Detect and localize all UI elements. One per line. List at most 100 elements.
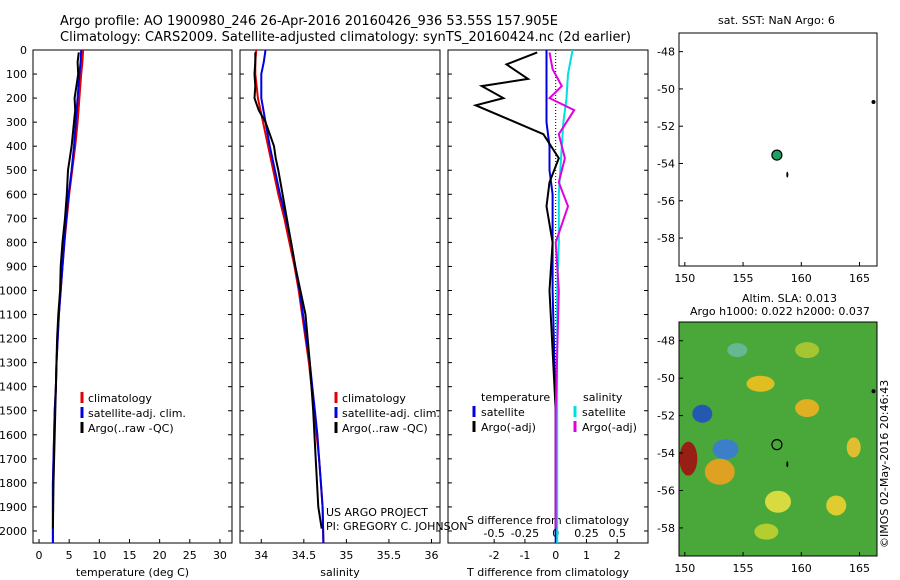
temp-x-tick-label: 0: [36, 549, 43, 562]
sst-map-x-tick-label: 165: [849, 272, 870, 285]
sla-map-x-tick-label: 165: [849, 562, 870, 575]
sla-map-x-tick-label: 160: [791, 562, 812, 575]
sst-map-title: sat. SST: NaN Argo: 6: [718, 14, 835, 27]
sla-map-title-2: Argo h1000: 0.022 h2000: 0.037: [690, 305, 870, 318]
diff-series-line: [547, 52, 576, 529]
temp-x-tick-label: 25: [183, 549, 197, 562]
sst-map-y-tick-label: -58: [657, 232, 675, 245]
sal-x-tick-label: 35: [339, 549, 353, 562]
diff-x-tick-label: -2: [489, 549, 500, 562]
diff-series-line: [472, 51, 560, 529]
depth-tick-label: 0: [20, 44, 27, 57]
sla-map-y-tick-label: -56: [657, 484, 675, 497]
depth-tick-label: 800: [6, 236, 27, 249]
sst-map-island: [786, 171, 789, 178]
sla-anomaly-patch: [795, 399, 820, 418]
sla-anomaly-patch: [826, 495, 847, 516]
sst-map-island: [871, 99, 876, 104]
diff-x-axis-label: T difference from climatology: [466, 566, 629, 579]
diff-x-tick-label: -1: [519, 549, 530, 562]
sst-map-y-tick-label: -48: [657, 46, 675, 59]
sal-legend-label: satellite-adj. clim.: [342, 407, 440, 420]
diff-s-tick-label: 0.5: [608, 527, 626, 540]
depth-tick-label: 900: [6, 260, 27, 273]
sla-map-x-tick-label: 150: [674, 562, 695, 575]
credit-line-1: US ARGO PROJECT: [326, 506, 428, 519]
sla-map-y-tick-label: -54: [657, 447, 675, 460]
sst-map-x-tick-label: 160: [791, 272, 812, 285]
diff-legend-t-title: temperature: [481, 391, 550, 404]
sla-anomaly-patch: [846, 437, 861, 458]
diff-axes-frame: [447, 49, 649, 544]
sla-map-y-tick-label: -50: [657, 372, 675, 385]
sla-anomaly-patch: [754, 523, 779, 540]
sla-anomaly-patch: [712, 439, 739, 460]
temp-legend-label: climatology: [88, 392, 152, 405]
temp-x-tick-label: 5: [66, 549, 73, 562]
sal-legend-label: Argo(..raw -QC): [342, 422, 428, 435]
temp-axes-frame: [32, 49, 233, 544]
sla-anomaly-patch: [746, 375, 775, 392]
sla-map-y-tick-label: -58: [657, 522, 675, 535]
temp-x-axis-label: temperature (deg C): [76, 566, 189, 579]
diff-s-tick-label: -0.5: [483, 527, 504, 540]
depth-tick-label: 2000: [0, 525, 27, 538]
depth-tick-label: 300: [6, 116, 27, 129]
depth-tick-label: 700: [6, 212, 27, 225]
sst-map-x-tick-label: 155: [733, 272, 754, 285]
sal-axes-frame: [239, 49, 441, 544]
depth-tick-label: 1100: [0, 309, 27, 322]
depth-tick-label: 1600: [0, 429, 27, 442]
sla-anomaly-patch: [765, 490, 791, 513]
diff-legend-s-title: salinity: [583, 391, 623, 404]
sla-map-island: [786, 461, 789, 468]
sla-anomaly-patch: [727, 343, 748, 358]
sla-anomaly-patch: [704, 458, 735, 485]
temp-x-tick-label: 20: [153, 549, 167, 562]
depth-tick-label: 1300: [0, 357, 27, 370]
sla-map-x-tick-label: 155: [733, 562, 754, 575]
sla-background: [679, 322, 877, 556]
temp-x-tick-label: 30: [213, 549, 227, 562]
diff-legend-label: Argo(-adj): [582, 421, 637, 434]
diff-legend-label: Argo(-adj): [481, 421, 536, 434]
temp-legend-label: satellite-adj. clim.: [88, 407, 186, 420]
sal-x-axis-label: salinity: [320, 566, 360, 579]
sst-map-y-tick-label: -50: [657, 83, 675, 96]
sal-series-line: [253, 52, 323, 529]
depth-tick-label: 1000: [0, 284, 27, 297]
diff-x-tick-label: 1: [583, 549, 590, 562]
sla-anomaly-patch: [795, 342, 820, 359]
sst-map-profile-marker: [771, 149, 783, 161]
diff-x-tick-label: 0: [552, 549, 559, 562]
depth-tick-label: 1900: [0, 501, 27, 514]
depth-tick-label: 500: [6, 164, 27, 177]
sst-map-y-tick-label: -54: [657, 157, 675, 170]
sla-map-island: [871, 389, 876, 394]
depth-tick-label: 600: [6, 188, 27, 201]
temp-series-line: [51, 52, 80, 529]
depth-tick-label: 1400: [0, 381, 27, 394]
depth-tick-label: 400: [6, 140, 27, 153]
diff-x-tick-label: 2: [614, 549, 621, 562]
sal-x-tick-label: 36: [424, 549, 438, 562]
sla-map-frame: [678, 321, 878, 557]
sla-anomaly-patch: [679, 441, 698, 476]
depth-tick-label: 200: [6, 92, 27, 105]
sst-map-y-tick-label: -56: [657, 195, 675, 208]
depth-tick-label: 1500: [0, 405, 27, 418]
sst-map-y-tick-label: -52: [657, 120, 675, 133]
diff-legend-label: satellite: [582, 406, 626, 419]
depth-tick-label: 100: [6, 68, 27, 81]
sal-x-tick-label: 35.5: [377, 549, 402, 562]
depth-tick-label: 1800: [0, 477, 27, 490]
sst-map-frame: [678, 32, 878, 267]
temp-x-tick-label: 15: [122, 549, 136, 562]
credit-line-2: PI: GREGORY C. JOHNSON: [326, 520, 467, 533]
figure-title-line2: Climatology: CARS2009. Satellite-adjuste…: [60, 30, 631, 45]
diff-s-axis-label: S difference from climatology: [467, 514, 630, 527]
sla-map-profile-marker: [771, 439, 783, 451]
figure-title-line1: Argo profile: AO 1900980_246 26-Apr-2016…: [60, 14, 558, 29]
sla-map-y-tick-label: -48: [657, 335, 675, 348]
diff-legend-label: satellite: [481, 406, 525, 419]
